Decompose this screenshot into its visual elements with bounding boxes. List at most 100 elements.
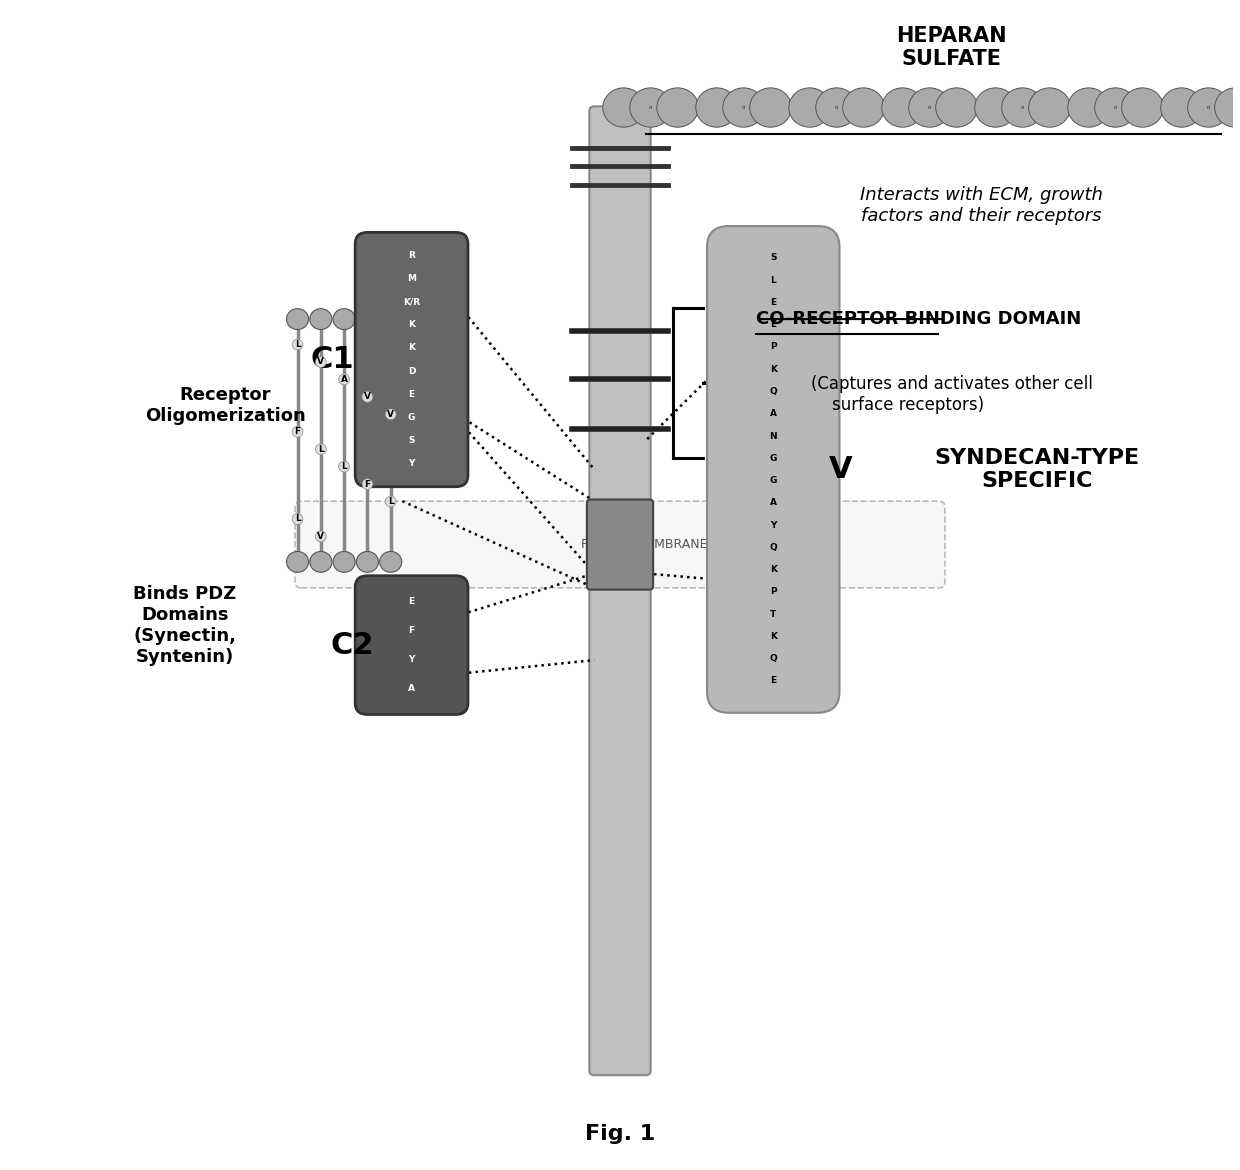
Text: L: L bbox=[317, 445, 324, 454]
Text: V: V bbox=[317, 358, 325, 366]
Text: V: V bbox=[363, 392, 371, 401]
Circle shape bbox=[1122, 88, 1163, 128]
Circle shape bbox=[286, 551, 309, 572]
Text: CO-RECEPTOR BINDING DOMAIN: CO-RECEPTOR BINDING DOMAIN bbox=[756, 310, 1081, 328]
Circle shape bbox=[750, 88, 791, 128]
Text: R: R bbox=[408, 252, 415, 260]
FancyBboxPatch shape bbox=[589, 106, 651, 1075]
Text: V: V bbox=[828, 455, 853, 484]
Circle shape bbox=[1188, 88, 1229, 128]
Text: Q: Q bbox=[769, 543, 777, 552]
Text: O: O bbox=[1207, 105, 1210, 110]
Text: Y: Y bbox=[408, 655, 414, 665]
Text: K: K bbox=[408, 321, 415, 330]
Circle shape bbox=[630, 88, 672, 128]
Circle shape bbox=[843, 88, 884, 128]
Text: L: L bbox=[341, 462, 347, 472]
Circle shape bbox=[356, 309, 378, 330]
Text: D: D bbox=[408, 366, 415, 376]
Text: PLASMA MEMBRANE: PLASMA MEMBRANE bbox=[582, 538, 708, 551]
FancyBboxPatch shape bbox=[587, 500, 653, 590]
Circle shape bbox=[1029, 88, 1070, 128]
Text: V: V bbox=[317, 532, 325, 541]
Text: A: A bbox=[770, 498, 776, 508]
Circle shape bbox=[379, 309, 402, 330]
Circle shape bbox=[1161, 88, 1203, 128]
Text: L: L bbox=[770, 276, 776, 284]
Text: K: K bbox=[770, 565, 776, 574]
Circle shape bbox=[1215, 88, 1240, 128]
Text: S: S bbox=[770, 254, 776, 262]
Text: G: G bbox=[408, 413, 415, 422]
Text: K: K bbox=[770, 632, 776, 641]
Text: G: G bbox=[770, 476, 777, 486]
Text: A: A bbox=[408, 684, 415, 693]
Circle shape bbox=[379, 551, 402, 572]
Text: O: O bbox=[649, 105, 652, 110]
Text: Receptor
Oligomerization: Receptor Oligomerization bbox=[145, 386, 305, 425]
Text: F: F bbox=[408, 626, 414, 635]
Text: E: E bbox=[408, 597, 414, 606]
Text: L: L bbox=[388, 497, 393, 507]
Circle shape bbox=[723, 88, 765, 128]
Text: Y: Y bbox=[408, 459, 414, 468]
Text: O: O bbox=[1114, 105, 1117, 110]
Circle shape bbox=[909, 88, 950, 128]
Circle shape bbox=[286, 309, 309, 330]
Circle shape bbox=[334, 309, 355, 330]
Circle shape bbox=[603, 88, 645, 128]
Text: V: V bbox=[387, 410, 394, 419]
Text: (Captures and activates other cell
    surface receptors): (Captures and activates other cell surfa… bbox=[811, 374, 1094, 414]
Circle shape bbox=[1095, 88, 1136, 128]
FancyBboxPatch shape bbox=[707, 226, 839, 713]
Text: K: K bbox=[408, 344, 415, 352]
Text: P: P bbox=[770, 343, 776, 351]
Text: N: N bbox=[770, 432, 777, 441]
Text: F: F bbox=[365, 480, 371, 489]
Text: Y: Y bbox=[770, 521, 776, 530]
Text: O: O bbox=[742, 105, 745, 110]
Text: Interacts with ECM, growth
factors and their receptors: Interacts with ECM, growth factors and t… bbox=[861, 186, 1104, 225]
Circle shape bbox=[882, 88, 924, 128]
Text: O: O bbox=[928, 105, 931, 110]
FancyBboxPatch shape bbox=[355, 233, 467, 487]
Circle shape bbox=[310, 551, 332, 572]
Text: O: O bbox=[1021, 105, 1024, 110]
Circle shape bbox=[789, 88, 831, 128]
Text: K: K bbox=[770, 365, 776, 373]
Circle shape bbox=[356, 551, 378, 572]
Text: G: G bbox=[770, 454, 777, 463]
Text: L: L bbox=[295, 515, 300, 523]
Text: Fig. 1: Fig. 1 bbox=[585, 1124, 655, 1144]
Circle shape bbox=[657, 88, 698, 128]
Circle shape bbox=[816, 88, 857, 128]
Circle shape bbox=[696, 88, 738, 128]
Text: O: O bbox=[835, 105, 838, 110]
FancyBboxPatch shape bbox=[355, 576, 467, 715]
Text: P: P bbox=[770, 587, 776, 597]
Text: S: S bbox=[408, 436, 415, 445]
Circle shape bbox=[975, 88, 1017, 128]
FancyBboxPatch shape bbox=[295, 501, 945, 587]
Text: E: E bbox=[770, 298, 776, 307]
Text: A: A bbox=[770, 410, 776, 418]
Text: A: A bbox=[341, 374, 347, 384]
Text: Binds PDZ
Domains
(Synectin,
Syntenin): Binds PDZ Domains (Synectin, Syntenin) bbox=[133, 585, 237, 666]
Circle shape bbox=[936, 88, 977, 128]
Text: F: F bbox=[294, 427, 300, 436]
Text: E: E bbox=[408, 390, 414, 399]
Text: C2: C2 bbox=[331, 631, 374, 660]
Text: K/R: K/R bbox=[403, 297, 420, 307]
Text: T: T bbox=[770, 610, 776, 619]
Text: SYNDECAN-TYPE
SPECIFIC: SYNDECAN-TYPE SPECIFIC bbox=[934, 448, 1140, 491]
Text: E: E bbox=[770, 676, 776, 686]
Circle shape bbox=[1068, 88, 1110, 128]
Circle shape bbox=[1002, 88, 1043, 128]
Text: Q: Q bbox=[769, 387, 777, 395]
Text: HEPARAN
SULFATE: HEPARAN SULFATE bbox=[895, 26, 1007, 69]
Text: E: E bbox=[770, 321, 776, 329]
Text: Q: Q bbox=[769, 654, 777, 663]
Text: M: M bbox=[407, 274, 417, 283]
Circle shape bbox=[334, 551, 355, 572]
Text: L: L bbox=[295, 340, 300, 349]
